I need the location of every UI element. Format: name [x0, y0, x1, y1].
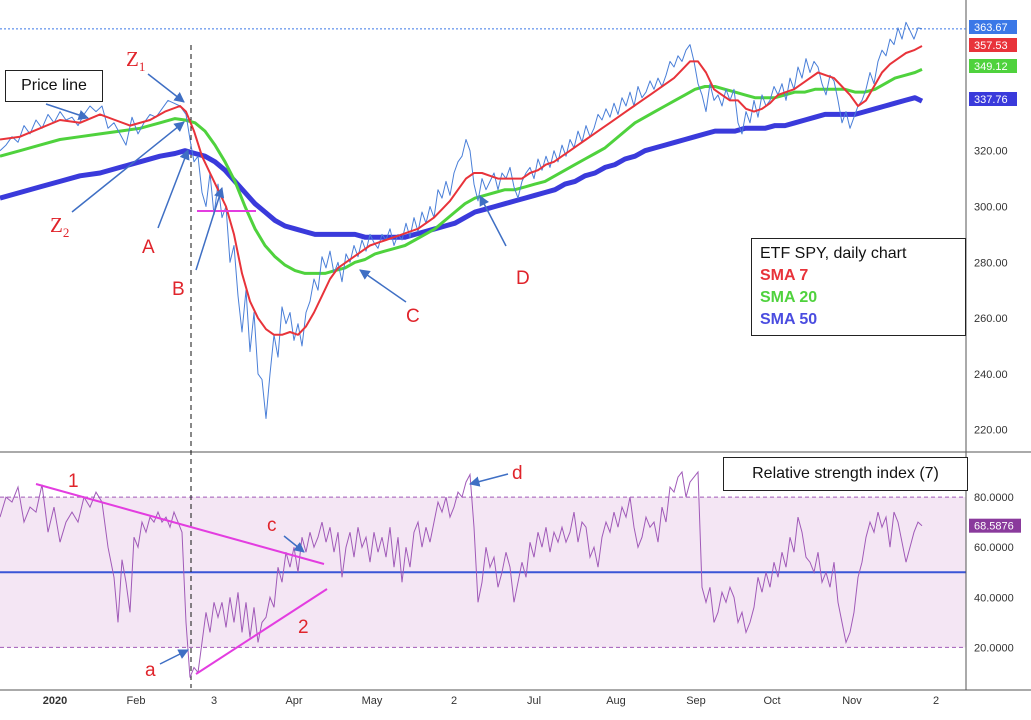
- rsi-y-tick: 40.0000: [974, 592, 1014, 604]
- x-tick: Sep: [686, 695, 706, 707]
- label-a: A: [142, 237, 155, 258]
- price-y-tick: 260.00: [974, 313, 1008, 325]
- rsi-trendline-1: [35, 483, 325, 565]
- arrow-b: [195, 186, 225, 271]
- arrow-price-line: [45, 103, 89, 120]
- x-tick: 2: [933, 695, 939, 707]
- label-rsi-c: c: [267, 515, 277, 536]
- last-value-badge-text: 349.12: [974, 61, 1008, 73]
- last-value-badge: [969, 20, 1017, 34]
- label-rsi-a: a: [145, 660, 156, 681]
- rsi-y-tick: 60.0000: [974, 542, 1014, 554]
- rsi-layer: [0, 470, 923, 678]
- label-z2: Z2: [50, 213, 69, 240]
- arrow-z2: [71, 121, 185, 213]
- price-line-label: Price line: [21, 77, 87, 94]
- series-layer: [0, 21, 924, 419]
- rsi-last-value-badge: [969, 518, 1021, 533]
- rsi-title-box: Relative strength index (7): [723, 457, 968, 491]
- x-tick: 3: [211, 695, 217, 707]
- arrow-a: [157, 149, 190, 229]
- last-value-badge: [969, 38, 1017, 52]
- legend-item-sma7: SMA 7: [760, 267, 809, 284]
- last-value-badge-text: 357.53: [974, 40, 1008, 52]
- legend: ETF SPY, daily chart SMA 7 SMA 20 SMA 50: [751, 238, 966, 336]
- arrow-rsi-c: [283, 535, 305, 553]
- arrow-z1: [147, 73, 185, 103]
- label-c: C: [406, 306, 420, 327]
- x-tick: Feb: [127, 695, 146, 707]
- x-tick: Oct: [763, 695, 780, 707]
- rsi-trendline-2: [195, 588, 328, 675]
- label-d: D: [516, 268, 530, 289]
- legend-title: ETF SPY, daily chart: [760, 245, 907, 262]
- price-y-tick: 220.00: [974, 425, 1008, 437]
- x-tick-layer: 2020 Feb 3 Apr May 2 Jul Aug Sep Oct Nov 2: [43, 695, 939, 707]
- x-tick: May: [362, 695, 383, 707]
- label-b: B: [172, 279, 185, 300]
- arrow-c: [359, 269, 407, 303]
- price-y-tick: 320.00: [974, 146, 1008, 158]
- x-tick: Apr: [285, 695, 302, 707]
- last-value-badge: [969, 92, 1017, 106]
- label-rsi-1: 1: [68, 471, 79, 492]
- last-value-badge-text: 363.67: [974, 22, 1008, 34]
- x-tick: Jul: [527, 695, 541, 707]
- legend-item-sma20: SMA 20: [760, 289, 818, 306]
- last-value-badge-text: 337.76: [974, 94, 1008, 106]
- annotation-arrows: [45, 73, 509, 665]
- y-tick-layer: 220.00 240.00 260.00 280.00 300.00 320.00 20.0…: [974, 146, 1014, 655]
- arrow-rsi-a: [159, 649, 189, 665]
- price-y-tick: 280.00: [974, 257, 1008, 269]
- last-value-badge: [969, 59, 1017, 73]
- arrow-d: [479, 195, 507, 247]
- x-tick: 2: [451, 695, 457, 707]
- series-sma-7: [0, 45, 923, 336]
- price-y-tick: 240.00: [974, 369, 1008, 381]
- rsi-y-tick: 80.0000: [974, 492, 1014, 504]
- label-z1: Z1: [126, 47, 145, 74]
- rsi-title: Relative strength index (7): [752, 465, 939, 482]
- x-tick: Aug: [606, 695, 626, 707]
- series-rsi: [0, 470, 923, 678]
- label-rsi-2: 2: [298, 617, 309, 638]
- rsi-last-value-text: 68.5876: [974, 521, 1014, 533]
- rsi-y-tick: 20.0000: [974, 642, 1014, 654]
- x-tick: 2020: [43, 695, 67, 707]
- series-sma-50: [0, 95, 924, 240]
- legend-item-sma50: SMA 50: [760, 311, 818, 328]
- price-y-tick: 300.00: [974, 201, 1008, 213]
- price-line-label-box: Price line: [5, 70, 103, 102]
- x-tick: Nov: [842, 695, 862, 707]
- label-rsi-d: d: [512, 463, 523, 484]
- arrow-rsi-d: [468, 473, 509, 487]
- last-value-badges: 363.67 357.53 349.12 337.76 68.5876: [969, 20, 1021, 533]
